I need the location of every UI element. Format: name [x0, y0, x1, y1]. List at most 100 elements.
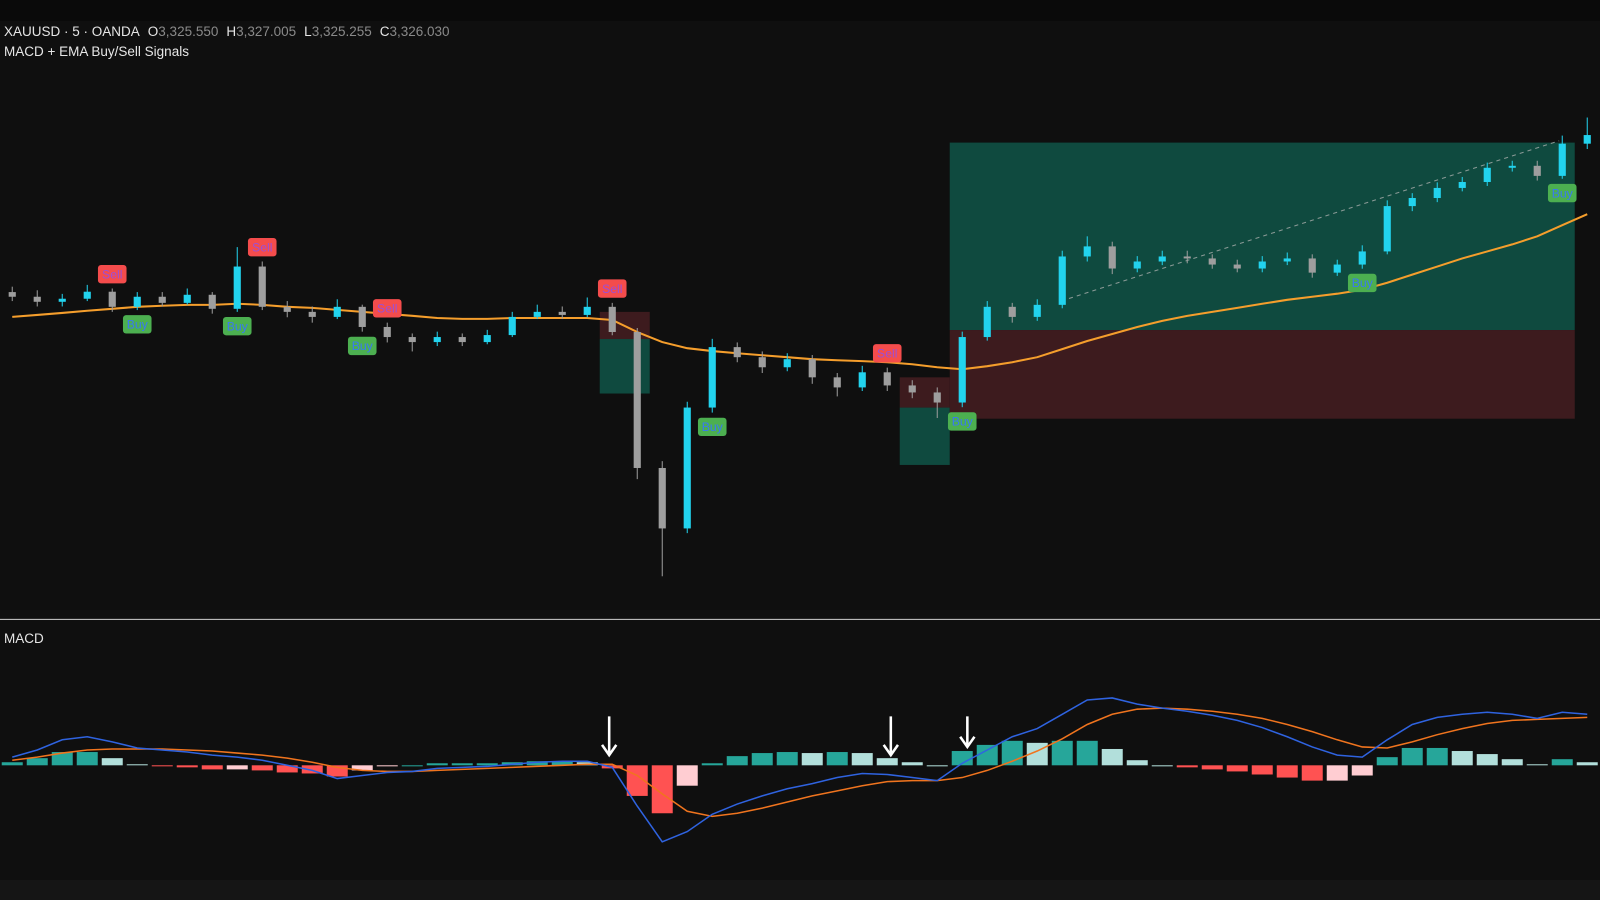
target-zone	[899, 407, 950, 465]
candle-body	[1508, 165, 1516, 168]
histogram-bar	[1226, 765, 1248, 772]
histogram-bar	[851, 753, 873, 766]
ohlc: O3,325.550 H3,327.005 L3,325.255 C3,326.030	[140, 24, 450, 39]
candle-body	[833, 377, 841, 388]
histogram-bar	[1326, 765, 1348, 781]
histogram-bar	[401, 765, 423, 767]
candle-body	[983, 306, 991, 338]
macd-pane	[1, 697, 1598, 843]
signal-label: Sell	[877, 347, 897, 361]
signal-badge	[122, 315, 152, 334]
trend-line	[1061, 140, 1560, 302]
signal-label: Buy	[227, 319, 249, 333]
candle-body	[1158, 256, 1166, 262]
candle-body	[933, 392, 941, 403]
candle-body	[808, 359, 816, 378]
histogram-bar	[76, 752, 98, 766]
ohlc-value: 3,327.005	[236, 24, 297, 39]
candle-body	[633, 332, 641, 468]
histogram-bar	[1426, 747, 1448, 766]
arrow	[882, 716, 900, 758]
signal-label: Buy	[1352, 276, 1374, 290]
signal-label: Sell	[102, 267, 122, 281]
candle-body	[1433, 187, 1441, 199]
price-pane: Sell Buy Buy Sell Buy Sell Sell Buy Sell Buy Buy Bu…	[8, 117, 1591, 577]
signal-badge	[222, 316, 252, 336]
histogram-bar	[726, 756, 748, 766]
histogram-bar	[1051, 740, 1073, 766]
histogram-bar	[901, 762, 923, 766]
histogram-bar	[1126, 760, 1148, 766]
arrow	[959, 716, 976, 750]
candle-body	[1258, 261, 1266, 269]
histogram-bar	[751, 753, 773, 766]
signal-line	[12, 707, 1588, 818]
candle-body	[533, 311, 541, 317]
candle-body	[483, 335, 491, 343]
signal-badge	[347, 336, 377, 356]
histogram-bar	[1451, 751, 1473, 766]
candle-body	[1583, 135, 1591, 144]
ohlc-key: H	[226, 24, 237, 39]
candle-body	[733, 347, 741, 358]
histogram-bar	[451, 763, 473, 766]
histogram-bar	[1201, 765, 1223, 770]
candle-body	[458, 337, 466, 343]
histogram-bar	[226, 765, 248, 770]
candle-body	[33, 296, 41, 302]
candle-body	[758, 357, 766, 368]
candle-body	[183, 294, 191, 303]
histogram-bar	[1351, 765, 1373, 776]
histogram-bar	[151, 765, 173, 767]
candle-body	[83, 291, 91, 299]
histogram-bar	[1301, 765, 1323, 781]
histogram-bar	[426, 763, 448, 766]
candle-body	[583, 306, 591, 315]
candle-body	[1058, 256, 1066, 305]
candle-body	[1233, 264, 1241, 269]
histogram-bar	[1176, 765, 1198, 768]
signal-label: Sell	[377, 302, 397, 316]
histogram-bar	[1376, 757, 1398, 766]
histogram-bar	[526, 761, 548, 766]
signal-badge	[597, 279, 627, 298]
histogram-bar	[326, 765, 348, 777]
candle-body	[883, 372, 891, 386]
candle-body	[333, 306, 341, 317]
candle-body	[1458, 181, 1466, 188]
signal-label: Sell	[252, 240, 272, 254]
histogram-bar	[926, 765, 948, 767]
histogram-bar	[1076, 740, 1098, 766]
histogram-bar	[301, 765, 323, 774]
histogram-bar	[1, 762, 23, 766]
candle-body	[133, 296, 141, 307]
histogram-bar	[26, 758, 48, 766]
candle-body	[783, 359, 791, 368]
candle-body	[1033, 304, 1041, 317]
histogram-bar	[776, 752, 798, 766]
candle-body	[233, 266, 241, 309]
candle-body	[683, 407, 691, 529]
candle-body	[658, 467, 666, 529]
candle-body	[1383, 206, 1391, 252]
target-zone	[949, 142, 1575, 331]
histogram-bar	[1276, 765, 1298, 778]
histogram-bar	[176, 765, 198, 768]
histogram-bar	[676, 765, 698, 786]
signal-badge	[1547, 183, 1577, 203]
bottom-bar	[0, 880, 1600, 900]
histogram-bar	[1101, 748, 1123, 766]
signal-label: Buy	[702, 420, 724, 434]
histogram-bar	[801, 753, 823, 766]
ohlc-value: 3,325.550	[158, 24, 219, 39]
signal-badge	[247, 238, 277, 257]
candle-body	[1108, 246, 1116, 269]
histogram-bar	[1251, 765, 1273, 775]
histogram-bar	[476, 763, 498, 766]
signal-label: Sell	[602, 282, 622, 296]
histogram-bar	[1576, 762, 1598, 766]
candle-body	[958, 337, 966, 403]
histogram-bar	[1501, 759, 1523, 766]
